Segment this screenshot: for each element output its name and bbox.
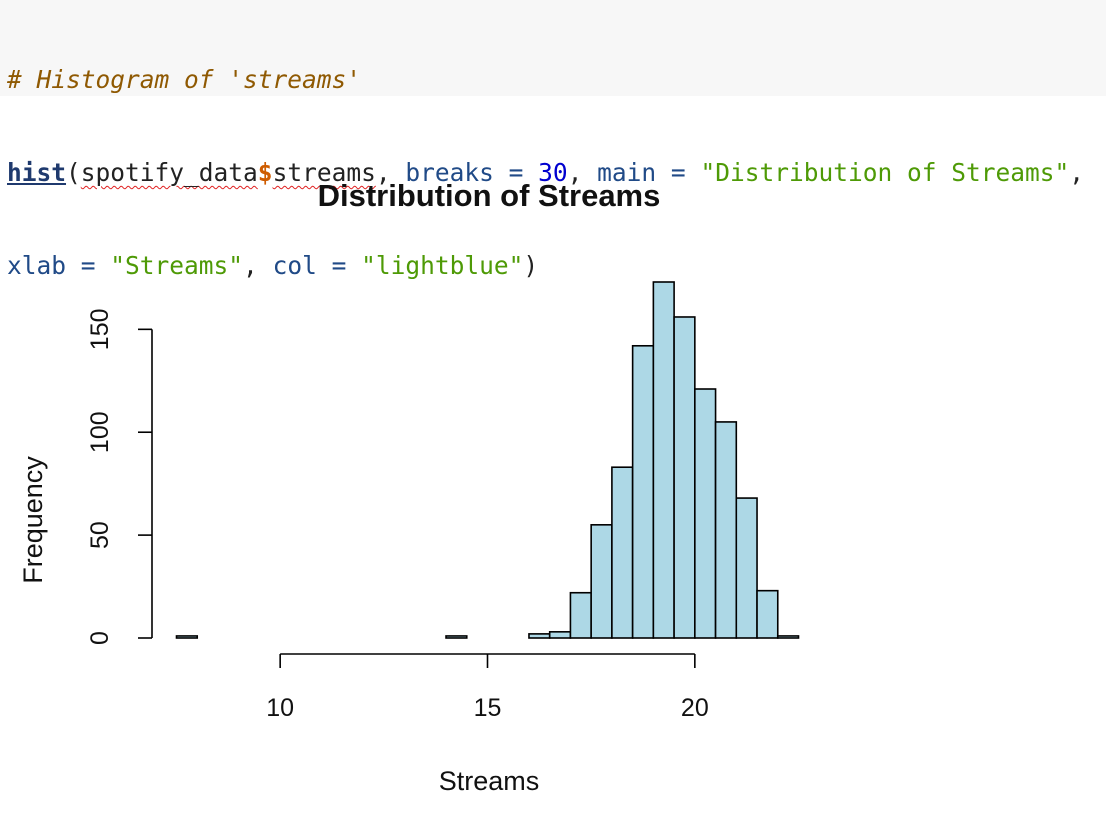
histogram-bar	[445, 635, 468, 639]
y-tick-label: 50	[86, 521, 114, 549]
histogram-chart: Distribution of Streams 10 15 20 0 50 100 150…	[18, 178, 800, 796]
histogram-bar	[569, 591, 592, 639]
x-tick-label: 10	[266, 694, 294, 722]
y-tick-label: 150	[86, 308, 114, 350]
chart-title: Distribution of Streams	[318, 178, 661, 213]
code-function-hist: hist	[7, 158, 67, 187]
histogram-bar	[528, 633, 551, 639]
code-line-comment: # Histogram of 'streams'	[7, 64, 1106, 95]
histogram-bar	[714, 421, 738, 639]
code-arg-col: col	[272, 251, 317, 280]
code-col-value: "lightblue"	[361, 251, 524, 280]
code-comma: ,	[567, 158, 598, 187]
code-line-call: hist(spotify_data$streams, breaks = 30, …	[7, 157, 1106, 188]
x-tick-label: 15	[474, 694, 502, 722]
y-tick-label: 0	[86, 631, 114, 645]
histogram-bar	[776, 635, 800, 639]
histogram-bar	[548, 631, 572, 639]
histogram-bar	[175, 635, 199, 639]
code-comment: # Histogram of 'streams'	[7, 65, 362, 94]
code-object-spotify-data: spotify_data	[80, 158, 258, 187]
x-axis-label: Streams	[439, 766, 540, 796]
code-comma: ,	[1069, 158, 1084, 187]
histogram-bars	[175, 281, 800, 639]
histogram-bar	[611, 466, 634, 639]
code-arg-breaks: breaks	[405, 158, 494, 187]
code-arg-main: main	[597, 158, 657, 187]
code-breaks-value: 30	[538, 158, 568, 187]
code-paren-close: )	[523, 251, 539, 280]
code-comma: ,	[375, 158, 406, 187]
y-tick-label: 100	[86, 411, 114, 453]
code-block: # Histogram of 'streams' hist(spotify_da…	[0, 0, 1106, 280]
histogram-bar	[631, 344, 655, 639]
code-line-args: xlab = "Streams", col = "lightblue")	[7, 250, 1106, 281]
code-paren-open: (	[66, 158, 81, 187]
y-axis: 0 50 100 150	[86, 308, 153, 645]
x-tick-label: 20	[681, 694, 709, 722]
code-equals: =	[316, 251, 362, 280]
histogram-bar	[735, 497, 758, 639]
code-equals: =	[656, 158, 701, 187]
histogram-bar	[590, 524, 613, 639]
histogram-bar	[652, 281, 675, 639]
histogram-bar	[756, 589, 779, 639]
code-arg-xlab: xlab	[7, 251, 67, 280]
x-axis: 10 15 20	[266, 653, 709, 722]
code-equals: =	[493, 158, 539, 187]
code-xlab-value: "Streams"	[110, 251, 244, 280]
histogram-bar	[673, 316, 696, 639]
histogram-bar	[694, 388, 717, 639]
code-equals: =	[66, 251, 111, 280]
code-dollar-operator: $	[257, 158, 273, 187]
y-axis-label: Frequency	[18, 456, 48, 584]
code-main-value: "Distribution of Streams"	[700, 158, 1070, 187]
code-field-streams: streams	[272, 158, 376, 187]
code-comma: ,	[243, 251, 273, 280]
